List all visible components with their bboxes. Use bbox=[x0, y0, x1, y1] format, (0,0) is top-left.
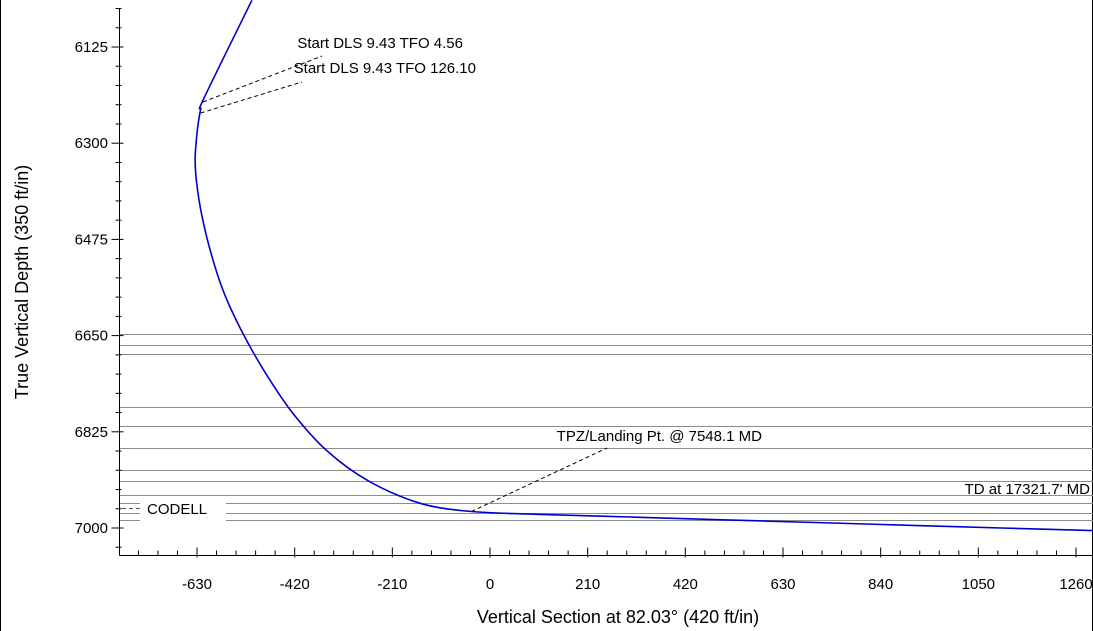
y-tick-label: 6650 bbox=[75, 328, 108, 345]
formation-tops bbox=[120, 334, 1093, 521]
y-tick-label: 6125 bbox=[75, 39, 108, 56]
y-axis-ticks: 6125 6300 6475 6650 6825 7000 bbox=[75, 8, 124, 548]
x-tick-label: 1050 bbox=[962, 576, 995, 593]
well-path-series bbox=[194, 0, 1093, 532]
x-tick-label: -630 bbox=[182, 576, 212, 593]
x-tick-label: 630 bbox=[770, 576, 795, 593]
annotation-landing-point: TPZ/Landing Pt. @ 7548.1 MD bbox=[557, 428, 762, 445]
y-tick-label: 7000 bbox=[75, 520, 108, 537]
x-axis-ticks: -630 -420 -210 0 210 420 630 840 1050 1260 bbox=[137, 547, 1093, 593]
x-tick-label: 840 bbox=[868, 576, 893, 593]
x-tick-label: 210 bbox=[575, 576, 600, 593]
x-tick-label: -420 bbox=[280, 576, 310, 593]
x-axis-label: Vertical Section at 82.03° (420 ft/in) bbox=[477, 607, 759, 627]
annotation-start-dls-2: Start DLS 9.43 TFO 126.10 bbox=[294, 60, 476, 77]
annotation-leaders bbox=[200, 55, 608, 512]
annotation-leader-line bbox=[202, 55, 323, 103]
x-tick-label: 0 bbox=[486, 576, 494, 593]
annotation-start-dls-1: Start DLS 9.43 TFO 4.56 bbox=[297, 35, 463, 52]
y-axis-label: True Vertical Depth (350 ft/in) bbox=[12, 165, 32, 399]
x-tick-label: 420 bbox=[673, 576, 698, 593]
annotation-leader-line bbox=[200, 81, 303, 114]
x-tick-label: -210 bbox=[377, 576, 407, 593]
formation-label-codell: CODELL bbox=[147, 501, 207, 518]
x-tick-label: 1260 bbox=[1059, 576, 1092, 593]
y-tick-label: 6300 bbox=[75, 135, 108, 152]
annotation-leader-line bbox=[471, 447, 608, 512]
formation-label-background bbox=[140, 497, 226, 521]
annotation-td: TD at 17321.7' MD bbox=[965, 481, 1091, 498]
y-tick-label: 6475 bbox=[75, 231, 108, 248]
y-tick-label: 6825 bbox=[75, 424, 108, 441]
